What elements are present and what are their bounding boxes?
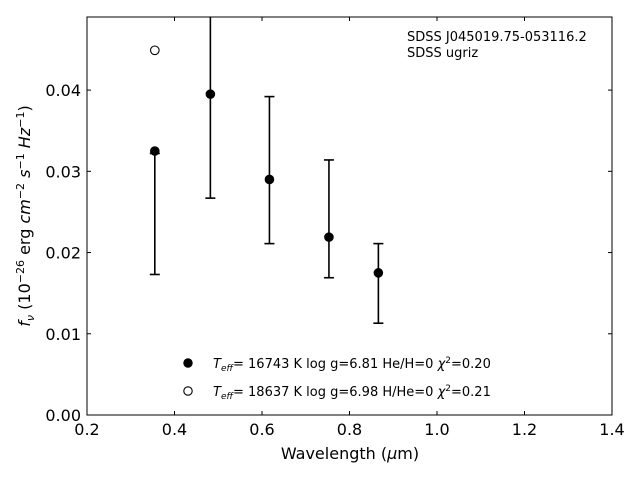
plot-background: [87, 17, 612, 415]
legend-entry-2: Teff= 18637 K log g=6.98 H/He=0 χ2=0.21: [213, 384, 491, 402]
y-tick-label-4: 0.04: [45, 81, 81, 100]
x-tick-label-0: 0.2: [74, 420, 99, 439]
x-axis-label: Wavelength (μm): [281, 444, 419, 463]
y-tick-label-2: 0.02: [45, 244, 81, 263]
survey-label: SDSS ugriz: [407, 46, 478, 61]
x-tick-label-5: 1.2: [512, 420, 537, 439]
x-tick-label-2: 0.6: [249, 420, 274, 439]
legend-marker-open: [183, 386, 193, 396]
legend: Teff= 16743 K log g=6.81 He/H=0 χ2=0.20 …: [183, 356, 491, 402]
y-tick-label-0: 0.00: [45, 406, 81, 425]
points-layer: [149, 45, 384, 278]
x-tick-label-4: 1.0: [424, 420, 449, 439]
point-series0-0: [150, 146, 160, 156]
point-series0-3: [324, 232, 334, 242]
y-tick-label-1: 0.01: [45, 325, 81, 344]
x-tick-label-3: 0.8: [337, 420, 362, 439]
x-tick-label-6: 1.4: [599, 420, 624, 439]
point-series0-4: [373, 268, 384, 278]
y-tick-label-3: 0.03: [45, 162, 81, 181]
object-label: SDSS J045019.75-053116.2: [407, 30, 587, 45]
point-series1-0: [149, 45, 160, 56]
legend-entry-1: Teff= 16743 K log g=6.81 He/H=0 χ2=0.20: [213, 356, 491, 374]
point-series0-1: [205, 89, 216, 99]
legend-marker-filled: [183, 358, 193, 368]
x-tick-label-1: 0.4: [162, 420, 187, 439]
point-series0-2: [264, 174, 275, 185]
plot-frame: [86, 16, 613, 416]
y-axis-label: fν (10−26 erg cm−2 s−1 Hz−1): [14, 105, 37, 326]
